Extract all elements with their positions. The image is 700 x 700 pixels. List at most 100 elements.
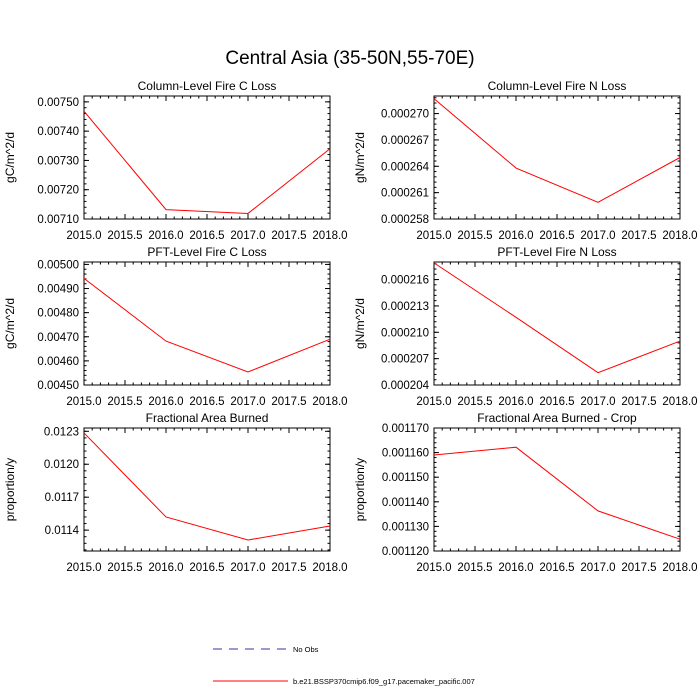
x-tick-label: 2018.0 [312,396,347,408]
y-tick-label: 0.00470 [37,332,79,344]
panel-title: Column-Level Fire C Loss [138,79,277,93]
x-tick-label: 2018.0 [662,230,697,242]
x-tick-label: 2016.0 [148,396,183,408]
x-tick-label: 2017.5 [271,562,306,574]
y-tick-label: 0.00460 [37,356,79,368]
x-tick-label: 2015.0 [416,562,451,574]
series-line [433,446,681,540]
x-tick-label: 2015.5 [107,396,142,408]
x-tick-label: 2018.0 [312,230,347,242]
x-tick-label: 2016.5 [539,562,574,574]
x-tick-label: 2017.5 [621,562,656,574]
x-tick-label: 2016.5 [539,396,574,408]
chart-panel-2: 2015.0 2015.5 2016.0 2016.5 2017.0 2017.5 2018… [353,79,698,242]
panel-title: PFT-Level Fire N Loss [497,245,616,259]
x-tick-label: 2017.5 [271,396,306,408]
x-tick-label: 2017.5 [621,230,656,242]
x-tick-label: 2016.0 [148,230,183,242]
y-tick-label: 0.0123 [44,426,79,438]
y-tick-label: 0.001130 [382,521,429,533]
y-tick-label: 0.00710 [37,214,79,226]
y-tick-label: 0.0114 [45,525,80,537]
y-tick-label: 0.001150 [382,472,429,484]
y-axis-label: gN/m^2/d [353,132,367,183]
x-tick-label: 2016.5 [189,562,224,574]
x-tick-label: 2016.0 [148,562,183,574]
plot-frame [83,95,331,220]
y-axis-label: gC/m^2/d [3,132,17,183]
legend-label: b.e21.BSSP370cmip6.f09_g17.pacemaker_pac… [293,677,475,686]
legend-label: No Obs [293,645,319,654]
panel-title: Column-Level Fire N Loss [488,79,627,93]
x-tick-label: 2015.5 [457,562,492,574]
y-tick-label: 0.00740 [37,126,79,138]
plot-frame [83,261,331,386]
y-tick-label: 0.000267 [381,135,429,147]
y-tick-label: 0.001120 [382,546,429,558]
chart-panel-4: 2015.0 2015.5 2016.0 2016.5 2017.0 2017.5 2018… [353,245,698,408]
x-tick-label: 2018.0 [662,396,697,408]
x-tick-label: 2015.5 [107,562,142,574]
y-tick-label: 0.000264 [381,161,430,173]
y-tick-label: 0.00450 [37,380,79,392]
x-tick-label: 2015.5 [457,230,492,242]
y-tick-label: 0.00490 [37,284,79,296]
y-axis-label: gN/m^2/d [353,298,367,349]
x-tick-label: 2015.5 [107,230,142,242]
x-tick-label: 2017.0 [230,396,265,408]
x-tick-label: 2015.0 [66,396,101,408]
x-tick-label: 2015.0 [66,562,101,574]
y-tick-label: 0.000210 [381,327,429,339]
panel-title: Fractional Area Burned [146,411,269,425]
series-line [433,98,681,203]
plot-frame [433,261,681,386]
y-tick-label: 0.00750 [37,97,79,109]
x-tick-label: 2017.0 [230,230,265,242]
x-tick-label: 2018.0 [312,562,347,574]
y-tick-label: 0.000204 [381,380,430,392]
chart-panel-3: 2015.0 2015.5 2016.0 2016.5 2017.0 2017.5 2018… [3,245,348,408]
plot-frame [433,95,681,220]
y-tick-label: 0.00720 [37,185,79,197]
x-tick-label: 2016.0 [498,230,533,242]
x-tick-label: 2016.0 [498,396,533,408]
x-tick-label: 2017.0 [580,562,615,574]
x-tick-label: 2017.0 [580,230,615,242]
x-tick-label: 2016.5 [539,230,574,242]
chart-panel-5: 2015.0 2015.5 2016.0 2016.5 2017.0 2017.5 2018… [3,411,348,574]
chart-panel-1: 2015.0 2015.5 2016.0 2016.5 2017.0 2017.5 2018… [3,79,348,242]
x-tick-label: 2015.0 [416,396,451,408]
panel-title: PFT-Level Fire C Loss [147,245,266,259]
x-tick-label: 2017.0 [580,396,615,408]
y-tick-label: 0.0120 [44,459,79,471]
y-tick-label: 0.00730 [37,155,79,167]
chart-panel-6: 2015.0 2015.5 2016.0 2016.5 2017.0 2017.5 2018… [353,411,698,574]
x-tick-label: 2018.0 [662,562,697,574]
y-axis-label: proportion/y [3,458,17,521]
plot-frame [433,427,681,552]
y-tick-label: 0.00480 [37,308,79,320]
x-tick-label: 2015.0 [416,230,451,242]
x-tick-label: 2016.5 [189,230,224,242]
y-tick-label: 0.000258 [381,214,429,226]
series-line [433,262,681,374]
x-tick-label: 2017.5 [271,230,306,242]
panel-title: Fractional Area Burned - Crop [477,411,637,425]
y-tick-label: 0.000207 [381,354,429,366]
y-tick-label: 0.00500 [37,259,79,271]
x-tick-label: 2017.0 [230,562,265,574]
x-tick-label: 2017.5 [621,396,656,408]
series-line [83,278,331,373]
series-line [83,432,331,541]
y-tick-label: 0.001140 [382,497,429,509]
figure-title: Central Asia (35-50N,55-70E) [225,48,475,69]
y-tick-label: 0.001170 [382,423,429,435]
x-tick-label: 2016.0 [498,562,533,574]
y-tick-label: 0.000261 [381,188,429,200]
y-tick-label: 0.001160 [382,448,429,460]
y-axis-label: gC/m^2/d [3,298,17,349]
y-tick-label: 0.0117 [45,492,79,504]
y-axis-label: proportion/y [353,458,367,521]
x-tick-label: 2015.5 [457,396,492,408]
